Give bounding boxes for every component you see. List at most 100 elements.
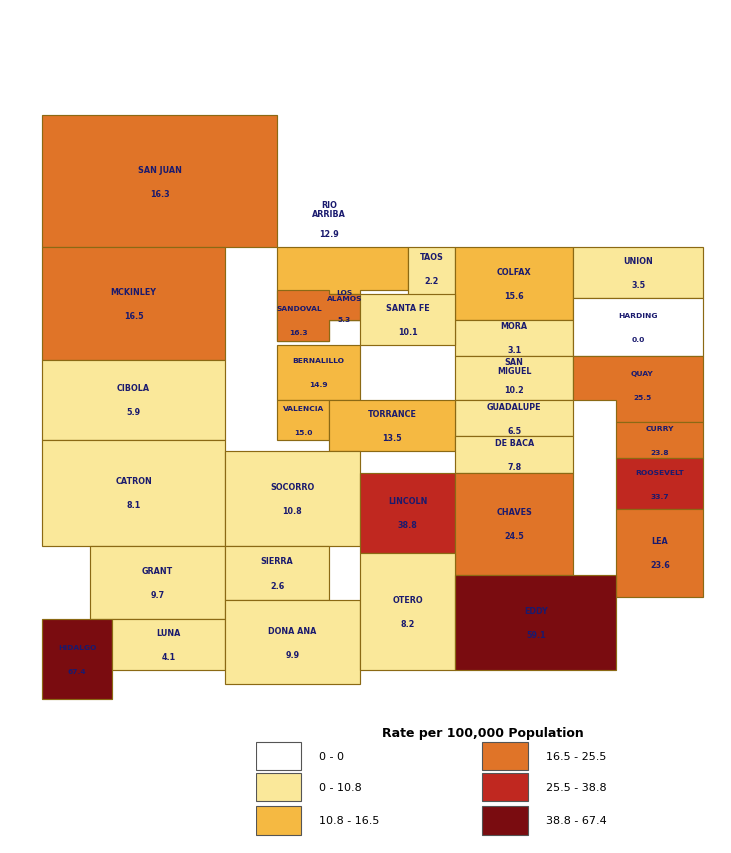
Text: BERNALILLO: BERNALILLO <box>292 358 344 364</box>
Polygon shape <box>225 601 360 684</box>
Text: 25.5: 25.5 <box>633 395 651 401</box>
Polygon shape <box>112 618 225 670</box>
Text: CIBOLA: CIBOLA <box>117 384 150 393</box>
Polygon shape <box>573 299 703 357</box>
Text: COLFAX: COLFAX <box>497 267 531 276</box>
Text: SOCORRO: SOCORRO <box>270 482 314 491</box>
Text: MORA: MORA <box>501 322 528 331</box>
Text: 23.6: 23.6 <box>650 560 670 570</box>
Text: RIO
ARRIBA: RIO ARRIBA <box>312 201 346 219</box>
Polygon shape <box>277 247 408 342</box>
Text: 9.9: 9.9 <box>285 650 300 659</box>
Text: 10.8 - 16.5: 10.8 - 16.5 <box>319 815 379 826</box>
Polygon shape <box>455 400 573 437</box>
Text: 3.5: 3.5 <box>631 281 645 289</box>
Text: 13.5: 13.5 <box>382 433 402 443</box>
Polygon shape <box>330 295 360 320</box>
Polygon shape <box>616 459 703 509</box>
Polygon shape <box>42 116 277 247</box>
Bar <box>256 806 301 834</box>
Text: 0 - 10.8: 0 - 10.8 <box>319 782 362 792</box>
Polygon shape <box>455 473 573 575</box>
Text: 16.3: 16.3 <box>150 189 170 199</box>
Polygon shape <box>277 400 330 440</box>
Polygon shape <box>455 437 573 473</box>
Text: 2.2: 2.2 <box>424 276 439 286</box>
Text: 16.5 - 25.5: 16.5 - 25.5 <box>546 751 606 761</box>
Polygon shape <box>573 357 703 422</box>
Text: GUADALUPE: GUADALUPE <box>487 402 542 411</box>
Text: LUNA: LUNA <box>156 628 181 637</box>
Polygon shape <box>455 320 573 357</box>
Text: HARDING: HARDING <box>618 312 658 318</box>
Text: OTERO: OTERO <box>393 595 423 604</box>
Polygon shape <box>277 345 360 400</box>
Text: VALENCIA: VALENCIA <box>283 405 324 411</box>
Bar <box>256 773 301 801</box>
Text: TORRANCE: TORRANCE <box>368 409 417 418</box>
Text: 59.1: 59.1 <box>526 630 546 639</box>
Text: CATRON: CATRON <box>115 477 152 485</box>
Text: LOS
ALAMOS: LOS ALAMOS <box>327 289 363 301</box>
Bar <box>256 742 301 770</box>
Polygon shape <box>616 422 703 459</box>
Text: 38.8: 38.8 <box>398 520 417 530</box>
Polygon shape <box>90 546 225 618</box>
Polygon shape <box>330 400 455 451</box>
Text: DE BACA: DE BACA <box>495 438 534 448</box>
Polygon shape <box>42 440 225 546</box>
Text: 14.9: 14.9 <box>309 382 327 388</box>
Text: 67.4: 67.4 <box>68 668 86 674</box>
Polygon shape <box>42 618 112 699</box>
Text: QUAY: QUAY <box>631 371 654 377</box>
Text: 9.7: 9.7 <box>151 590 164 599</box>
Text: 0 - 0: 0 - 0 <box>319 751 344 761</box>
Polygon shape <box>42 360 225 440</box>
Text: Average daily case rate per 100,000 population in the previous 7 days by New Mex: Average daily case rate per 100,000 popu… <box>79 30 652 40</box>
Text: SANTA FE: SANTA FE <box>386 304 429 313</box>
Polygon shape <box>573 247 703 299</box>
Polygon shape <box>225 451 360 546</box>
Text: 25.5 - 38.8: 25.5 - 38.8 <box>546 782 607 792</box>
Polygon shape <box>455 357 573 400</box>
Polygon shape <box>225 546 330 601</box>
Text: GRANT: GRANT <box>142 566 173 575</box>
Bar <box>482 806 528 834</box>
Polygon shape <box>408 247 455 320</box>
Text: 7.8: 7.8 <box>507 462 521 472</box>
Text: 15.0: 15.0 <box>294 429 312 435</box>
Text: ROOSEVELT: ROOSEVELT <box>635 469 684 475</box>
Text: SIERRA: SIERRA <box>261 557 294 566</box>
Text: CURRY: CURRY <box>645 426 674 432</box>
Text: Rate per 100,000 Population: Rate per 100,000 Population <box>382 726 583 739</box>
Polygon shape <box>455 575 616 670</box>
Text: 10.1: 10.1 <box>398 328 417 337</box>
Polygon shape <box>360 295 455 345</box>
Polygon shape <box>42 247 225 360</box>
Text: 10.8: 10.8 <box>282 506 302 515</box>
Text: 12.9: 12.9 <box>319 229 339 239</box>
Text: 24.5: 24.5 <box>504 531 524 541</box>
Text: LEA: LEA <box>651 537 668 546</box>
Text: 15.6: 15.6 <box>504 292 524 300</box>
Polygon shape <box>360 554 455 670</box>
Text: TAOS: TAOS <box>420 252 444 262</box>
Text: DONA ANA: DONA ANA <box>268 626 317 635</box>
Text: CHAVES: CHAVES <box>496 508 532 517</box>
Text: 10.2: 10.2 <box>504 386 524 395</box>
Polygon shape <box>277 291 360 342</box>
Text: 16.5: 16.5 <box>124 311 143 321</box>
Text: SAN JUAN: SAN JUAN <box>137 165 181 174</box>
Text: 23.8: 23.8 <box>651 450 669 456</box>
Text: 8.2: 8.2 <box>401 619 414 628</box>
Text: 5.3: 5.3 <box>338 316 351 322</box>
Text: 5.9: 5.9 <box>126 408 140 417</box>
Polygon shape <box>616 509 703 597</box>
Text: (07/26 - 08/01): (07/26 - 08/01) <box>320 63 411 73</box>
Text: SANDOVAL: SANDOVAL <box>276 305 322 311</box>
Text: EDDY: EDDY <box>524 606 548 615</box>
Text: 2.6: 2.6 <box>270 581 284 589</box>
Text: 4.1: 4.1 <box>162 652 175 661</box>
Text: 6.5: 6.5 <box>507 426 521 435</box>
Polygon shape <box>455 247 573 320</box>
